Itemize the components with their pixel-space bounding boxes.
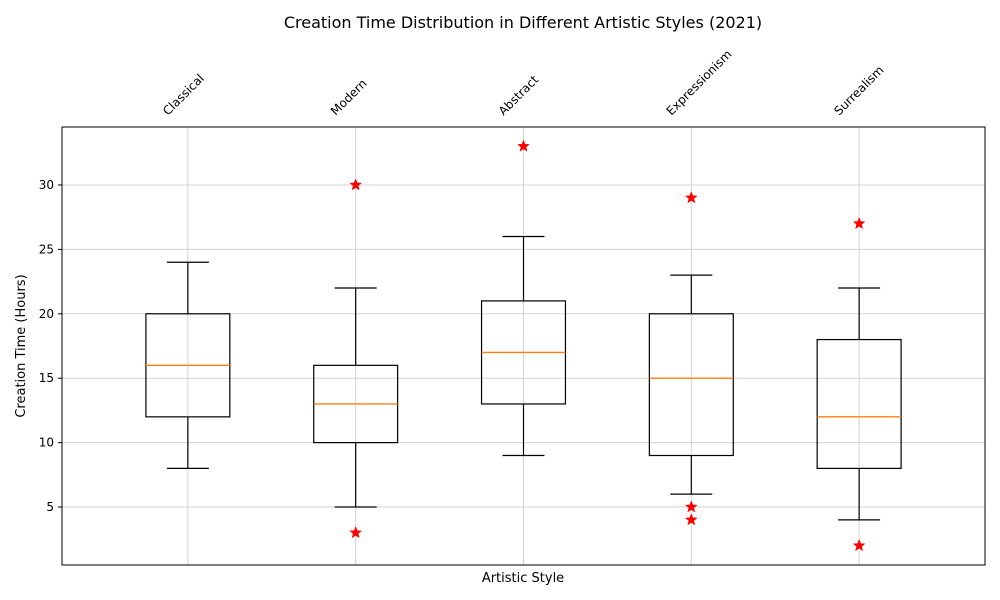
x-tick-label: Abstract xyxy=(496,72,542,118)
box-group-classical xyxy=(145,261,231,469)
x-tick-label: Classical xyxy=(160,71,207,118)
box-group-abstract xyxy=(480,139,567,457)
box-iqr xyxy=(648,313,734,457)
chart-title: Creation Time Distribution in Different … xyxy=(284,13,762,32)
y-tick-label: 10 xyxy=(39,436,54,450)
outlier-point xyxy=(517,139,530,152)
box-iqr xyxy=(816,338,902,469)
x-tick-label: Surrealism xyxy=(831,63,886,118)
x-axis-ticks: Classical Modern Abstract Expressionism Surr… xyxy=(160,47,886,118)
y-tick-label: 20 xyxy=(39,307,54,321)
box-group-expressionism xyxy=(648,191,734,526)
outlier-point xyxy=(684,513,698,526)
y-axis-label: Creation Time (Hours) xyxy=(14,274,29,417)
outlier-point xyxy=(349,526,363,539)
plot-frame xyxy=(61,126,986,566)
box-group-surrealism xyxy=(816,216,902,552)
box-group-modern xyxy=(313,178,399,539)
x-tick-label: Expressionism xyxy=(664,47,735,118)
y-tick-label: 30 xyxy=(39,178,54,192)
y-axis-ticks: 5 10 15 20 25 30 xyxy=(39,178,62,514)
x-tick-label: Modern xyxy=(328,76,370,118)
outlier-point xyxy=(852,538,866,552)
outlier-point xyxy=(349,178,363,191)
x-axis-label: Artistic Style xyxy=(482,571,564,586)
outlier-point xyxy=(684,191,698,204)
outlier-point xyxy=(684,500,698,513)
box-layer xyxy=(145,139,902,552)
grid-layer xyxy=(62,127,985,565)
y-tick-label: 25 xyxy=(39,242,54,256)
y-tick-label: 15 xyxy=(39,371,54,385)
y-tick-label: 5 xyxy=(46,500,54,514)
outlier-point xyxy=(852,216,866,230)
